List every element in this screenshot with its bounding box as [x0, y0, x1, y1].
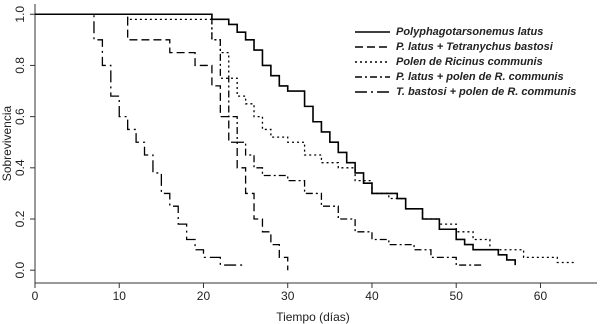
- legend-label: Polen de Ricinus communis: [396, 56, 543, 68]
- survival-curve: [35, 13, 482, 266]
- survival-curve: [35, 13, 246, 266]
- y-tick-label: 0.2: [13, 210, 27, 227]
- x-tick-label: 40: [365, 289, 379, 303]
- y-tick-label: 0.4: [13, 159, 27, 176]
- x-tick-label: 50: [450, 289, 464, 303]
- legend-label: P. latus + Tetranychus bastosi: [396, 41, 554, 53]
- survival-curve: [35, 13, 575, 266]
- survival-curve: [35, 13, 289, 271]
- x-tick-label: 30: [281, 289, 295, 303]
- y-tick-label: 0.0: [13, 262, 27, 279]
- x-tick-label: 0: [32, 289, 39, 303]
- y-axis-label: Sobrevivencia: [0, 105, 14, 181]
- x-tick-label: 10: [113, 289, 127, 303]
- y-tick-label: 0.6: [13, 108, 27, 125]
- legend-label: P. latus + polen de R. communis: [396, 71, 564, 83]
- x-axis-label: Tiempo (días): [276, 310, 350, 324]
- x-tick-label: 20: [197, 289, 211, 303]
- legend-label: Polyphagotarsonemus latus: [396, 26, 543, 38]
- x-tick-label: 60: [534, 289, 548, 303]
- survival-curve: [35, 13, 516, 266]
- legend-label: T. bastosi + polen de R. communis: [396, 86, 576, 98]
- y-tick-label: 0.8: [13, 57, 27, 74]
- y-tick-label: 1.0: [13, 6, 27, 23]
